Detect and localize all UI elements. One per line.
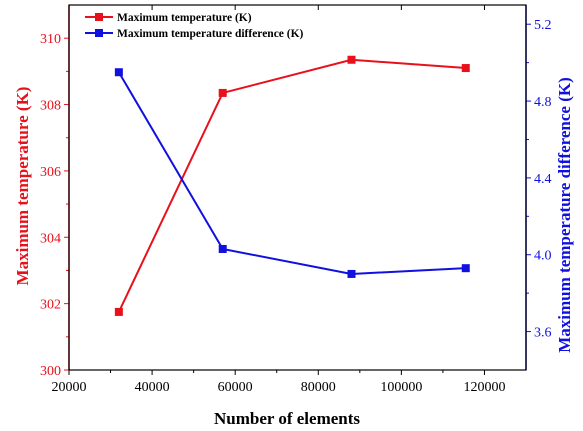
x-tick-label: 120000 [463,380,505,395]
series-line-max-temperature-difference [117,71,466,275]
x-tick-label: 80000 [301,380,336,395]
data-point-max-temperature [347,55,356,64]
legend-marker-max-temperature-difference [95,29,103,37]
data-point-max-temperature [218,88,227,97]
right-y-tick-label: 4.8 [534,95,552,110]
bottom-axis: 20000 40000 60000 80000 100000 120000 [52,370,505,395]
legend-label-max-temperature-difference: Maximum temperature difference (K) [117,28,304,40]
right-y-tick-label: 4.4 [534,172,552,187]
left-y-tick-label: 308 [40,99,61,114]
right-y-axis-title: Maximum temperature difference (K) [555,77,574,353]
right-y-tick-label: 4.0 [534,249,552,264]
left-axis: 300 302 304 306 308 310 [40,5,70,379]
top-axis [68,5,485,10]
x-tick-label: 20000 [52,380,87,395]
legend-item-max-temperature-difference: Maximum temperature difference (K) [85,28,304,40]
plot-frame [68,4,527,371]
series-layer [114,55,470,316]
right-y-tick-label: 3.6 [534,326,552,341]
left-y-axis-title: Maximum temperature (K) [13,87,32,286]
x-tick-label: 60000 [218,380,253,395]
left-y-tick-label: 302 [40,298,61,313]
legend: Maximum temperature (K) Maximum temperat… [85,12,304,40]
data-point-max-temperature [114,307,123,316]
x-axis-title: Number of elements [214,409,360,428]
left-y-tick-label: 310 [40,32,61,47]
data-point-max-temperature [461,64,470,73]
left-y-tick-label: 304 [40,231,61,246]
left-y-tick-label: 300 [40,364,61,379]
series-line-max-temperature [117,58,466,313]
x-tick-label: 40000 [135,380,170,395]
legend-label-max-temperature: Maximum temperature (K) [117,12,252,24]
right-axis: 3.6 4.0 4.4 4.8 5.2 [525,5,552,370]
left-y-tick-label: 306 [40,165,61,180]
data-point-max-temperature-difference [114,68,123,77]
legend-marker-max-temperature [95,13,103,21]
right-y-tick-label: 5.2 [534,18,552,33]
data-point-max-temperature-difference [218,244,227,253]
data-point-max-temperature-difference [347,269,356,278]
x-tick-label: 100000 [380,380,422,395]
legend-item-max-temperature: Maximum temperature (K) [85,12,252,24]
data-point-max-temperature-difference [461,264,470,273]
